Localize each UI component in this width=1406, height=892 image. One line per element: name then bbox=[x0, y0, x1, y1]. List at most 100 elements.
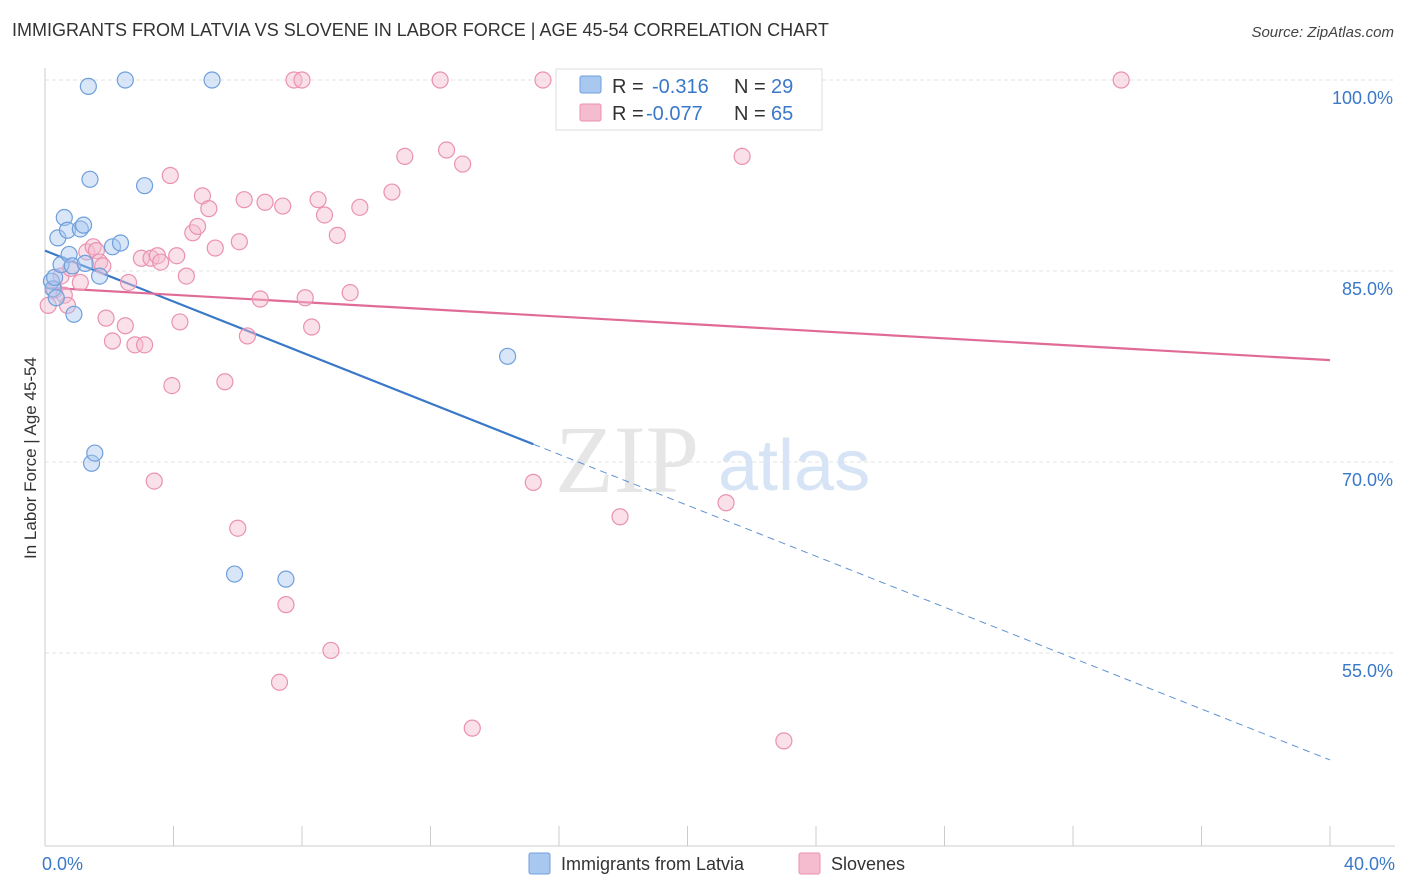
watermark-atlas: atlas bbox=[718, 426, 870, 506]
data-point-latvia bbox=[277, 570, 295, 588]
data-point-slovenes bbox=[71, 273, 89, 292]
watermark: ZIP atlas bbox=[555, 406, 870, 513]
data-points bbox=[39, 71, 1130, 750]
data-point-slovenes bbox=[168, 247, 186, 265]
chart-source: Source: ZipAtlas.com bbox=[1251, 24, 1394, 41]
data-point-slovenes bbox=[177, 267, 195, 285]
data-point-latvia bbox=[82, 454, 101, 472]
series-legend: Immigrants from Latvia Slovenes bbox=[528, 852, 905, 875]
data-point-slovenes bbox=[396, 147, 414, 165]
data-point-slovenes bbox=[216, 373, 234, 391]
data-point-slovenes bbox=[437, 141, 456, 159]
data-point-slovenes bbox=[733, 147, 751, 165]
stats-n-label-slovenes: N = bbox=[734, 103, 766, 125]
data-point-slovenes bbox=[238, 327, 256, 345]
data-point-slovenes bbox=[322, 641, 340, 660]
data-point-slovenes bbox=[235, 191, 253, 209]
stats-legend: R = -0.316 N = 29 R = -0.077 N = 65 bbox=[555, 68, 823, 131]
stats-legend-swatch-slovenes bbox=[579, 103, 602, 122]
data-point-slovenes bbox=[171, 313, 189, 331]
data-point-latvia bbox=[103, 238, 122, 256]
data-point-slovenes bbox=[126, 336, 144, 354]
data-point-slovenes bbox=[1112, 71, 1130, 89]
legend-swatch-latvia bbox=[528, 852, 551, 875]
stats-r-value-latvia: -0.316 bbox=[652, 76, 709, 98]
data-point-latvia bbox=[116, 71, 134, 89]
data-point-latvia bbox=[74, 216, 93, 234]
data-point-slovenes bbox=[274, 197, 292, 215]
data-point-slovenes bbox=[103, 332, 122, 350]
legend-label-latvia: Immigrants from Latvia bbox=[561, 854, 745, 874]
data-point-latvia bbox=[203, 71, 221, 89]
data-point-slovenes bbox=[534, 71, 552, 89]
trend-lines bbox=[44, 249, 1331, 761]
stats-n-label-latvia: N = bbox=[734, 76, 766, 98]
stats-r-label-slovenes: R = bbox=[612, 103, 644, 125]
data-point-slovenes bbox=[270, 673, 289, 691]
data-point-slovenes bbox=[383, 183, 401, 201]
data-point-slovenes bbox=[296, 289, 314, 307]
data-point-slovenes bbox=[119, 273, 138, 292]
data-point-slovenes bbox=[341, 284, 359, 302]
chart-title: IMMIGRANTS FROM LATVIA VS SLOVENE IN LAB… bbox=[12, 20, 829, 40]
data-point-latvia bbox=[135, 177, 154, 195]
data-point-slovenes bbox=[116, 317, 134, 335]
y-tick-label: 70.0% bbox=[1342, 470, 1393, 490]
data-point-slovenes bbox=[256, 193, 274, 211]
y-axis-title: In Labor Force | Age 45-54 bbox=[21, 357, 40, 559]
data-point-latvia bbox=[65, 305, 83, 323]
stats-legend-swatch-latvia bbox=[579, 75, 602, 94]
data-point-slovenes bbox=[277, 596, 295, 614]
data-point-slovenes bbox=[251, 290, 269, 308]
x-tick-label: 40.0% bbox=[1344, 854, 1395, 874]
data-point-slovenes bbox=[161, 166, 179, 185]
trend-line-latvia bbox=[44, 249, 534, 446]
data-point-slovenes bbox=[97, 309, 115, 327]
trend-line-dashed-latvia bbox=[533, 443, 1331, 761]
data-point-slovenes bbox=[431, 71, 449, 89]
data-point-slovenes bbox=[351, 198, 369, 216]
data-point-latvia bbox=[111, 234, 130, 252]
data-point-slovenes bbox=[200, 200, 218, 218]
stats-n-value-slovenes: 65 bbox=[771, 103, 793, 125]
data-point-latvia bbox=[81, 170, 99, 188]
data-point-latvia bbox=[86, 444, 104, 462]
stats-n-value-latvia: 29 bbox=[771, 76, 793, 98]
data-point-latvia bbox=[91, 267, 109, 285]
data-point-slovenes bbox=[315, 206, 334, 224]
grid-lines bbox=[45, 79, 1395, 654]
watermark-zip: ZIP bbox=[555, 406, 699, 513]
data-point-slovenes bbox=[524, 473, 542, 491]
data-point-slovenes bbox=[309, 191, 327, 209]
data-point-slovenes bbox=[163, 377, 181, 395]
data-point-latvia bbox=[58, 221, 77, 239]
data-point-slovenes bbox=[152, 253, 170, 271]
data-point-latvia bbox=[225, 565, 244, 583]
y-tick-label: 85.0% bbox=[1342, 279, 1393, 299]
data-point-slovenes bbox=[229, 519, 247, 537]
stats-r-value-slovenes: -0.077 bbox=[646, 103, 703, 125]
data-point-latvia bbox=[63, 257, 81, 275]
data-point-slovenes bbox=[135, 336, 154, 354]
data-point-slovenes bbox=[717, 494, 735, 512]
data-point-slovenes bbox=[611, 508, 629, 526]
data-point-slovenes bbox=[328, 226, 346, 244]
data-point-slovenes bbox=[775, 732, 793, 750]
trend-line-slovenes bbox=[44, 286, 1331, 362]
data-point-slovenes bbox=[230, 233, 248, 251]
data-point-slovenes bbox=[188, 217, 207, 236]
tick-labels: 100.0% 85.0% 70.0% 55.0% 0.0% 40.0% bbox=[42, 88, 1395, 874]
data-point-slovenes bbox=[303, 318, 321, 336]
data-point-slovenes bbox=[206, 239, 224, 257]
data-point-latvia bbox=[55, 208, 73, 227]
y-tick-label: 100.0% bbox=[1332, 88, 1393, 108]
data-point-latvia bbox=[47, 289, 65, 307]
stats-r-label-latvia: R = bbox=[612, 76, 644, 98]
legend-swatch-slovenes bbox=[798, 852, 821, 875]
data-point-slovenes bbox=[454, 155, 472, 173]
y-tick-label: 55.0% bbox=[1342, 661, 1393, 681]
data-point-slovenes bbox=[94, 257, 112, 275]
x-tick-label: 0.0% bbox=[42, 854, 83, 874]
data-point-slovenes bbox=[145, 472, 163, 490]
